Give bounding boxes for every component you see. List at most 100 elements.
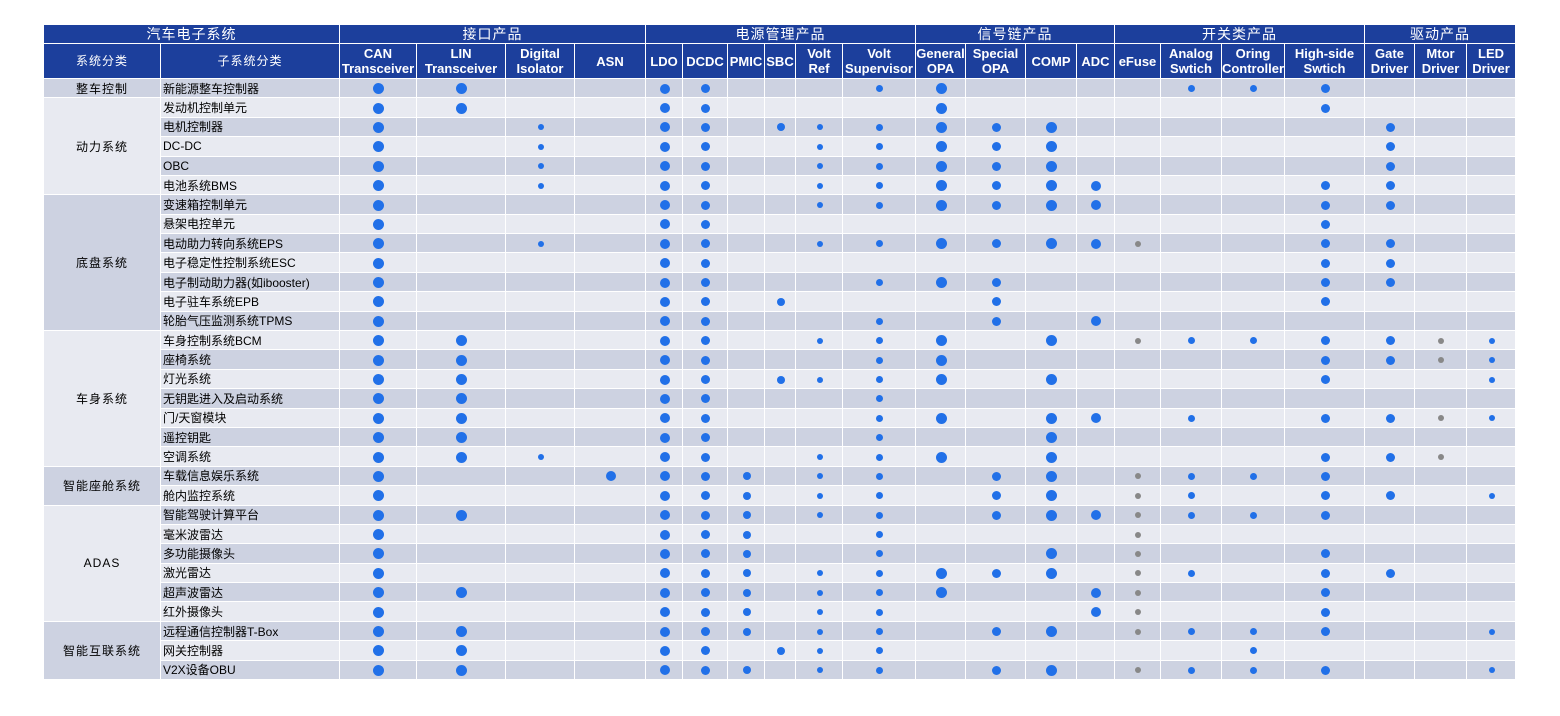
- cell: [1415, 195, 1467, 215]
- dot: [701, 375, 710, 384]
- cell: [1077, 524, 1115, 545]
- dot: [1046, 412, 1057, 424]
- dot: [1488, 415, 1495, 422]
- dot: [701, 239, 710, 249]
- dot: [373, 238, 384, 250]
- dot: [1091, 200, 1101, 211]
- product-header: CAN Transceiver: [340, 44, 417, 79]
- dot: [1046, 180, 1057, 192]
- dot: [876, 85, 883, 93]
- cell: [728, 350, 765, 370]
- cell: [1222, 175, 1285, 196]
- dot: [1046, 470, 1057, 482]
- cell: [506, 389, 575, 409]
- dot: [1135, 589, 1141, 596]
- dot: [876, 511, 883, 519]
- dot: [1046, 664, 1057, 676]
- cell: [796, 98, 843, 118]
- cell: [1077, 272, 1115, 293]
- dot: [456, 354, 467, 366]
- dot: [537, 240, 544, 247]
- cell: [506, 214, 575, 235]
- dot: [1385, 200, 1395, 210]
- dot: [1320, 258, 1330, 268]
- cell: [1026, 214, 1077, 235]
- cell: [1077, 621, 1115, 642]
- cell: [1365, 427, 1415, 448]
- cell: [575, 195, 646, 215]
- dot: [456, 645, 467, 657]
- dot: [991, 278, 1001, 288]
- cell: [1415, 466, 1467, 487]
- dot: [876, 608, 883, 616]
- cell: [506, 369, 575, 390]
- dot: [659, 626, 670, 637]
- dot: [1320, 219, 1330, 229]
- cell: [728, 214, 765, 235]
- dot: [1091, 587, 1101, 598]
- cell: [1077, 544, 1115, 564]
- dot: [776, 646, 785, 655]
- cell: [1467, 253, 1516, 273]
- dot: [1046, 509, 1057, 521]
- cell: [765, 524, 796, 545]
- product-header: ASN: [575, 44, 646, 79]
- cell: [1365, 389, 1415, 409]
- dot: [701, 219, 710, 229]
- dot: [701, 433, 710, 443]
- cell: [1161, 137, 1222, 157]
- dot: [1091, 316, 1101, 327]
- dot: [1135, 550, 1141, 557]
- dot: [1320, 491, 1330, 501]
- dot: [373, 664, 384, 676]
- dot: [701, 84, 710, 94]
- dot: [935, 277, 947, 289]
- cell: [506, 350, 575, 370]
- dot: [373, 587, 384, 599]
- cell: [765, 253, 796, 273]
- dot: [876, 472, 883, 480]
- cell: [1415, 563, 1467, 584]
- cell: [966, 408, 1026, 428]
- cell: [916, 544, 966, 564]
- cell: [1161, 117, 1222, 138]
- subsystem: 电池系统BMS: [161, 175, 340, 196]
- dot: [373, 141, 384, 153]
- cell: [1415, 311, 1467, 332]
- cell: [843, 292, 916, 312]
- dot: [1135, 473, 1141, 480]
- cell: [916, 641, 966, 661]
- cell: [765, 175, 796, 196]
- dot: [1250, 472, 1257, 480]
- dot: [659, 180, 670, 191]
- cell: [916, 602, 966, 622]
- subsystem: OBC: [161, 156, 340, 176]
- cell: [1365, 583, 1415, 603]
- dot: [1320, 181, 1330, 191]
- dot: [659, 103, 670, 114]
- dot: [1135, 609, 1141, 616]
- cell: [728, 234, 765, 254]
- product-header: DCDC: [683, 44, 728, 79]
- dot: [456, 451, 467, 463]
- cell: [966, 214, 1026, 235]
- cell: [575, 137, 646, 157]
- cell: [1467, 292, 1516, 312]
- dot: [816, 647, 823, 654]
- cell: [1415, 660, 1467, 680]
- dot: [456, 374, 467, 385]
- dot: [1385, 452, 1395, 462]
- cell: [765, 98, 796, 118]
- cell: [575, 331, 646, 351]
- dot: [1046, 451, 1057, 463]
- cell: [1415, 544, 1467, 564]
- cell: [1285, 137, 1365, 157]
- dot: [1188, 666, 1195, 674]
- dot: [935, 587, 947, 599]
- cell: [575, 524, 646, 545]
- dot: [1188, 492, 1195, 500]
- cell: [1222, 214, 1285, 235]
- dot: [1385, 355, 1395, 365]
- cell: [1467, 137, 1516, 157]
- dot: [876, 337, 883, 345]
